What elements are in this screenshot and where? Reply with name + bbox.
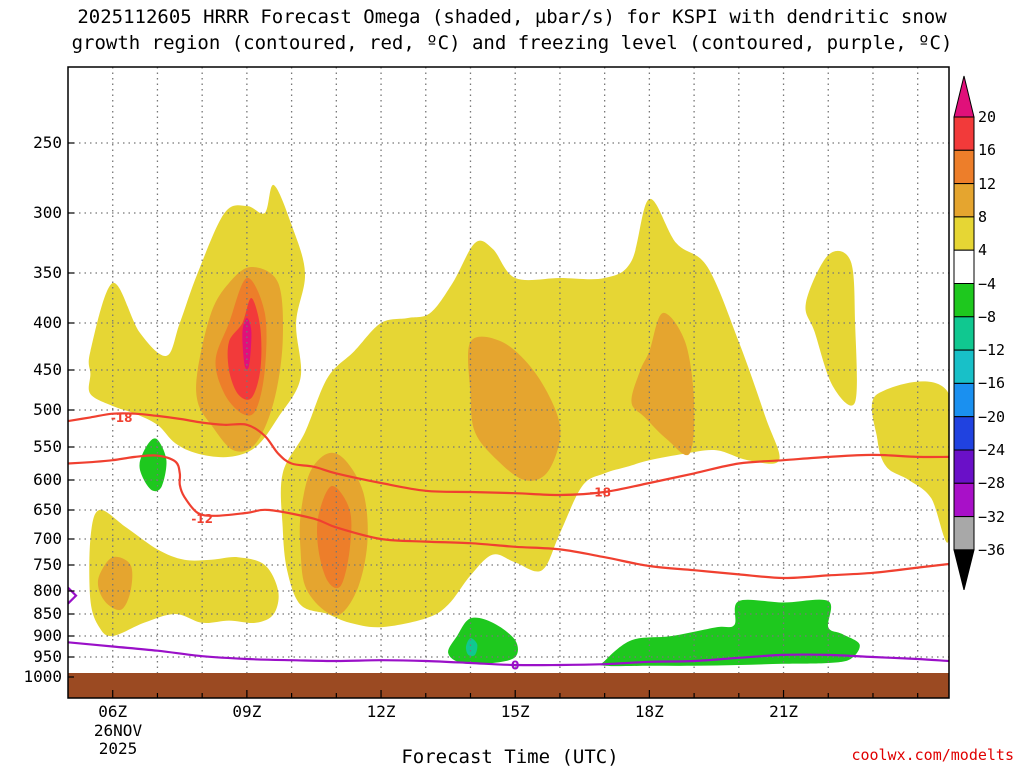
colorbar-band-3: [953, 216, 975, 251]
colorbar-label-6: −8: [978, 307, 997, 326]
colorbar-label-11: −28: [978, 474, 1006, 493]
colorbar-label-5: −4: [978, 274, 997, 293]
omega-4-8-right: [805, 250, 857, 406]
colorbar-label-7: −12: [978, 341, 1006, 360]
colorbar-label-2: 12: [978, 174, 997, 193]
omega-8-12-left: [97, 556, 133, 611]
omega-4-8-edge: [871, 381, 949, 543]
colorbar-label-13: −36: [978, 540, 1006, 559]
ytick-label-250: 250: [33, 133, 62, 152]
colorbar-label-9: −20: [978, 407, 1006, 426]
colorbar-label-3: 8: [978, 207, 988, 226]
colorbar: [953, 75, 975, 591]
colorbar-label-0: 20: [978, 108, 997, 126]
colorbar-band-10: [953, 449, 975, 484]
dgz-minus12-label-0: -12: [191, 512, 213, 526]
colorbar-label-8: −16: [978, 374, 1006, 393]
axis-ticks: [68, 142, 919, 698]
ytick-label-450: 450: [33, 360, 62, 379]
colorbar-band-6: [953, 316, 975, 351]
colorbar-band-12: [953, 516, 975, 551]
grid-lines: [68, 67, 949, 698]
omega-neg-mid-core: [465, 638, 478, 657]
colorbar-band-9: [953, 416, 975, 451]
omega-4-8-lower-left: [89, 509, 279, 637]
colorbar-top-arrow: [953, 75, 975, 118]
colorbar-band-5: [953, 283, 975, 318]
dgz-minus18-label-0: -18: [111, 411, 133, 425]
freezing-level-line: [68, 641, 949, 667]
omega-above-20: [242, 318, 252, 370]
colorbar-label-12: −32: [978, 507, 1006, 526]
x-date-line2: 2025: [98, 739, 138, 758]
ytick-label-550: 550: [33, 437, 62, 456]
ytick-label-750: 750: [33, 555, 62, 574]
ytick-label-350: 350: [33, 263, 62, 282]
colorbar-band-0: [953, 116, 975, 151]
colorbar-band-7: [953, 349, 975, 384]
xtick-label-09Z: 09Z: [232, 702, 262, 721]
omega-8-12-right: [631, 312, 695, 456]
ytick-label-600: 600: [33, 470, 62, 489]
colorbar-label-1: 16: [978, 141, 997, 160]
dgz-minus18-label-1: -18: [589, 486, 611, 500]
ytick-label-1000: 1000: [23, 667, 62, 686]
omega-neg-mid: [448, 617, 518, 665]
x-axis-title: Forecast Time (UTC): [401, 746, 619, 768]
ytick-label-500: 500: [33, 400, 62, 419]
ytick-label-650: 650: [33, 500, 62, 519]
omega-8-12-center: [468, 336, 561, 481]
ground-fill: [68, 673, 949, 698]
chart-title-line2: growth region (contoured, red, ºC) and f…: [71, 32, 953, 54]
omega-neg-left: [139, 438, 167, 492]
ytick-label-300: 300: [33, 203, 62, 222]
ytick-label-900: 900: [33, 626, 62, 645]
xtick-label-18Z: 18Z: [634, 702, 664, 721]
ytick-label-800: 800: [33, 581, 62, 600]
omega-shading: [88, 184, 949, 667]
ytick-label-700: 700: [33, 529, 62, 548]
freezing-level-label-0: 0: [511, 659, 519, 673]
x-date-line1: 26NOV: [93, 721, 143, 740]
omega-neg-right: [600, 599, 860, 667]
xtick-label-12Z: 12Z: [366, 702, 396, 721]
xtick-label-15Z: 15Z: [500, 702, 530, 721]
contour-lines: -18 -18 -12 0: [68, 411, 949, 673]
colorbar-band-1: [953, 149, 975, 185]
ytick-label-400: 400: [33, 313, 62, 332]
dgz-minus12-line: [68, 454, 949, 580]
colorbar-band-4: [953, 249, 975, 284]
ytick-label-950: 950: [33, 647, 62, 666]
dgz-minus18-line: [68, 412, 949, 497]
colorbar-band-2: [953, 183, 975, 218]
credit-text[interactable]: coolwx.com/modelts: [851, 746, 1014, 764]
plot-frame: [67, 66, 950, 699]
xtick-label-21Z: 21Z: [769, 702, 798, 721]
colorbar-band-8: [953, 382, 975, 418]
ytick-label-850: 850: [33, 604, 62, 623]
omega-12-16-mid: [317, 485, 352, 589]
ground-layer: [68, 673, 949, 698]
xtick-label-06Z: 06Z: [98, 702, 128, 721]
chart-title-line1: 2025112605 HRRR Forecast Omega (shaded, …: [77, 6, 947, 28]
boundary-marker: [68, 586, 78, 605]
colorbar-label-10: −24: [978, 441, 1006, 459]
colorbar-bottom-arrow: [953, 549, 975, 591]
colorbar-label-4: 4: [978, 241, 988, 260]
colorbar-band-11: [953, 482, 975, 518]
